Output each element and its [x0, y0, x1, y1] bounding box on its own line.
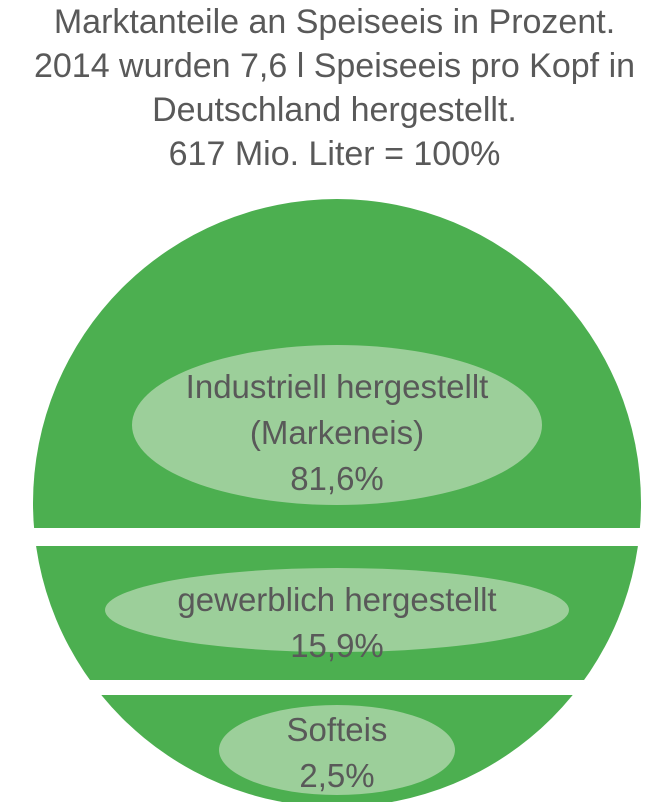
chart-subtitle: 2014 wurden 7,6 l Speiseeis pro Kopf in …: [33, 47, 636, 129]
value-label: 2,5%: [299, 757, 375, 794]
chart-note: 617 Mio. Liter = 100%: [168, 135, 501, 173]
slice-label: Softeis 2,5%: [222, 707, 452, 799]
label-ellipse: [132, 345, 542, 505]
category-label: gewerblich hergestellt: [177, 581, 497, 618]
slice-label: Industriell hergestellt (Markeneis) 81,6%: [137, 364, 537, 502]
category-label: Industriell hergestellt (Markeneis): [185, 368, 489, 451]
value-label: 15,9%: [290, 627, 384, 664]
label-ellipse: [219, 705, 455, 795]
slice-label: gewerblich hergestellt 15,9%: [107, 577, 567, 669]
chart-title: Marktanteile an Speiseeis in Prozent.: [53, 3, 616, 41]
category-label: Softeis: [286, 711, 388, 748]
value-label: 81,6%: [290, 460, 384, 497]
label-ellipse: [105, 568, 569, 652]
